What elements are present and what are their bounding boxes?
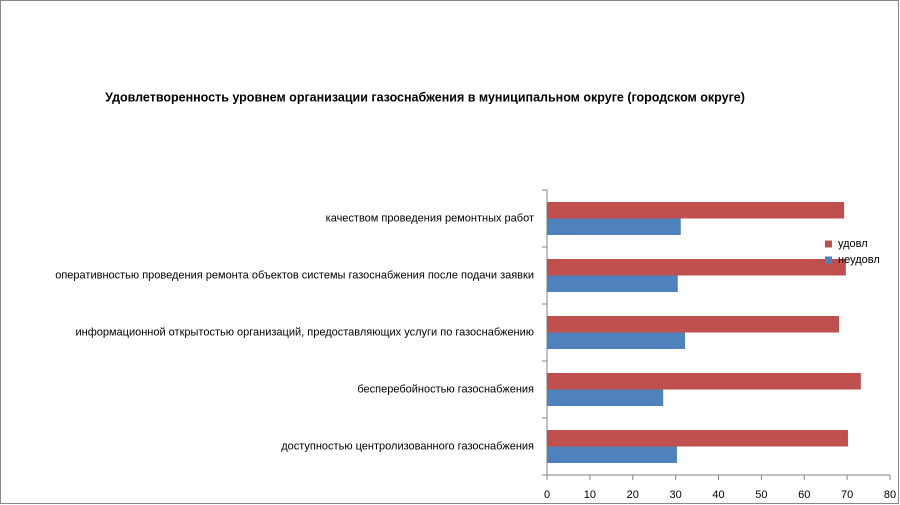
bar: [547, 332, 686, 349]
x-tick-label: 40: [712, 489, 724, 501]
legend-swatch: [825, 256, 832, 264]
legend-swatch: [825, 240, 832, 248]
x-tick-label: 70: [841, 489, 853, 501]
bar: [547, 259, 846, 276]
bar: [547, 430, 848, 447]
x-tick-label: 80: [884, 489, 896, 501]
y-tick-label: бесперебойностью газоснабжения: [357, 383, 534, 395]
bar: [547, 218, 681, 235]
y-tick-label: качеством проведения ремонтных работ: [326, 212, 534, 224]
bar: [547, 202, 845, 219]
x-tick-label: 0: [544, 489, 550, 501]
x-tick-label: 50: [755, 489, 767, 501]
legend-label: удовл: [838, 238, 868, 250]
bar: [547, 446, 677, 463]
bar: [547, 389, 664, 406]
chart-title: Удовлетворенность уровнем организации га…: [105, 90, 745, 104]
x-tick-label: 30: [670, 489, 682, 501]
y-tick-label: доступностью центролизованного газоснабж…: [281, 440, 534, 452]
x-tick-label: 10: [584, 489, 596, 501]
bar: [547, 316, 839, 333]
x-tick-label: 20: [627, 489, 639, 501]
y-tick-label: оперативностью проведения ремонта объект…: [55, 269, 534, 281]
bar: [547, 373, 861, 390]
legend-label: неудовл: [838, 254, 880, 266]
bar: [547, 275, 678, 292]
y-tick-label: информационной открытостью организаций, …: [75, 326, 534, 338]
x-tick-label: 60: [798, 489, 810, 501]
